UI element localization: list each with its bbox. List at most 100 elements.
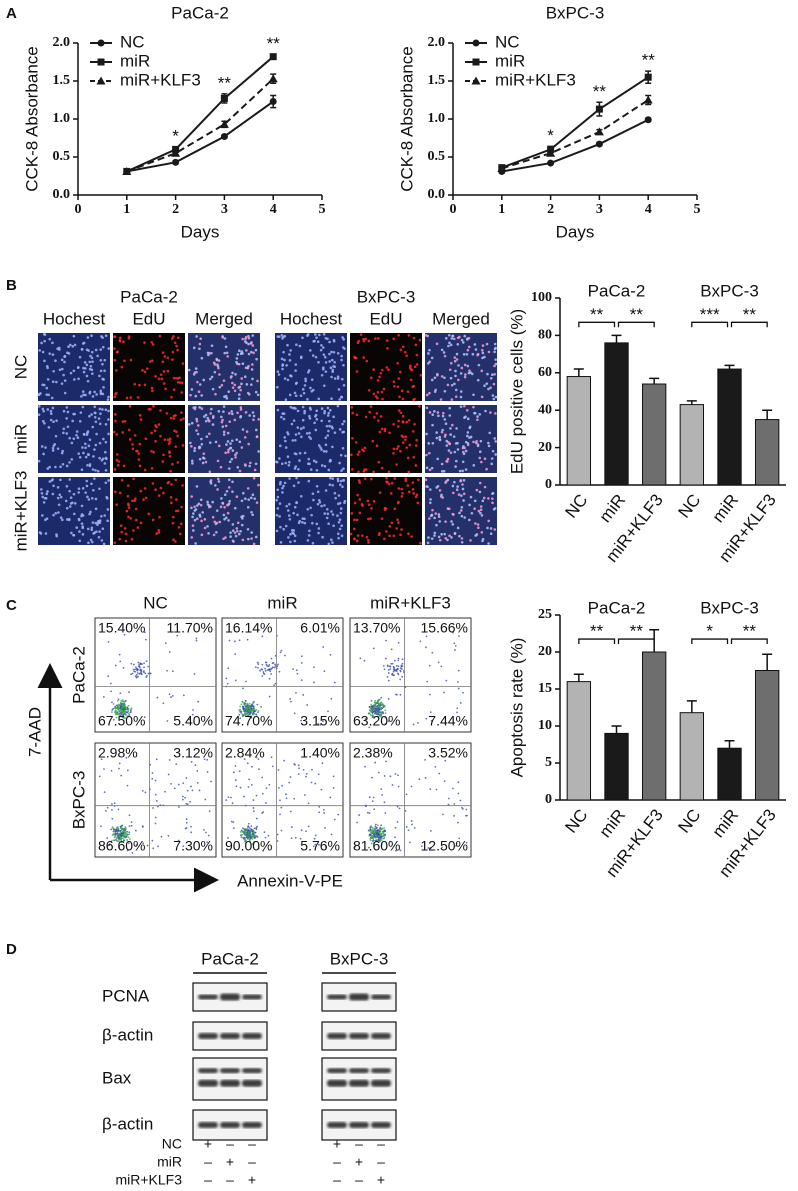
- micrograph: [275, 477, 347, 545]
- cell-dot: [244, 340, 247, 343]
- cell-dot: [89, 438, 92, 441]
- cell-dot: [190, 495, 193, 498]
- cell-dot: [281, 487, 284, 490]
- cell-dot: [308, 463, 311, 466]
- event-dot: [289, 698, 291, 700]
- marker: [596, 106, 603, 113]
- cell-dot: [209, 470, 212, 473]
- cell-dot: [226, 355, 229, 358]
- cell-dot: [323, 353, 326, 356]
- cell-dot: [71, 345, 74, 348]
- event-dot: [244, 828, 246, 830]
- cell-dot: [441, 463, 444, 466]
- event-dot: [277, 664, 279, 666]
- cell-dot: [425, 433, 428, 436]
- cell-dot: [298, 432, 301, 435]
- cell-dot: [245, 411, 248, 414]
- cell-dot: [330, 366, 333, 369]
- cell-dot: [321, 536, 324, 539]
- cell-dot: [237, 353, 240, 356]
- event-dot: [107, 675, 109, 677]
- cell-dot: [465, 441, 468, 444]
- cell-dot: [121, 479, 124, 482]
- cell-dot: [114, 413, 117, 416]
- cell-dot: [146, 367, 149, 370]
- event-dot: [172, 670, 174, 672]
- cell-dot: [63, 410, 66, 413]
- marker: [172, 159, 179, 166]
- cell-dot: [415, 344, 418, 347]
- event-dot: [156, 800, 158, 802]
- cell-dot: [224, 536, 227, 539]
- cell-dot: [425, 454, 428, 457]
- event-dot: [231, 821, 233, 823]
- cell-dot: [300, 394, 303, 397]
- cell-dot: [240, 377, 243, 380]
- event-dot: [413, 724, 415, 726]
- event-dot: [250, 825, 252, 827]
- cell-dot: [105, 408, 108, 411]
- event-dot: [398, 665, 400, 667]
- band: [220, 994, 240, 1001]
- cell-dot: [182, 444, 185, 447]
- cell-dot: [232, 529, 235, 532]
- cell-dot: [162, 351, 165, 354]
- cell-dot: [286, 344, 289, 347]
- band: [349, 1033, 369, 1039]
- cell-dot: [461, 470, 464, 473]
- cell-dot: [99, 359, 102, 362]
- cell-dot: [172, 417, 175, 420]
- cell-dot: [126, 510, 129, 513]
- cell-dot: [476, 354, 479, 357]
- annotation: *: [172, 127, 179, 146]
- cell-dot: [127, 504, 130, 507]
- cell-dot: [86, 464, 89, 467]
- cell-dot: [299, 452, 302, 455]
- cell-dot: [327, 414, 330, 417]
- cell-dot: [431, 467, 434, 470]
- event-dot: [323, 670, 325, 672]
- cell-dot: [67, 425, 70, 428]
- cell-dot: [478, 364, 481, 367]
- cell-dot: [174, 445, 177, 448]
- event-dot: [256, 795, 258, 797]
- cell-dot: [472, 393, 475, 396]
- cell-dot: [343, 347, 346, 350]
- cell-dot: [84, 446, 87, 449]
- legend-label: NC: [120, 32, 145, 51]
- cell-dot: [277, 507, 280, 510]
- cell-dot: [83, 371, 86, 374]
- event-dot: [371, 700, 373, 702]
- event-dot: [372, 800, 374, 802]
- cell-dot: [213, 520, 216, 523]
- event-dot: [141, 673, 143, 675]
- bar: [718, 748, 741, 800]
- cell-dot: [321, 407, 324, 410]
- cell-dot: [217, 460, 220, 463]
- cell-dot: [88, 392, 91, 395]
- cell-dot: [91, 497, 94, 500]
- cell-dot: [287, 455, 290, 458]
- cell-dot: [159, 335, 162, 338]
- cell-dot: [444, 433, 447, 436]
- cell-dot: [251, 334, 254, 337]
- cell-dot: [91, 369, 94, 372]
- event-dot: [456, 707, 458, 709]
- sign: +: [333, 1136, 341, 1152]
- event-dot: [333, 787, 335, 789]
- cell-dot: [396, 448, 399, 451]
- cell-dot: [95, 498, 98, 501]
- cell-dot: [378, 376, 381, 379]
- cell-dot: [368, 411, 371, 414]
- micrograph: [425, 405, 497, 473]
- event-dot: [143, 662, 145, 664]
- cell-dot: [372, 368, 375, 371]
- cell-dot: [206, 525, 209, 528]
- cell-dot: [353, 518, 356, 521]
- event-dot: [169, 693, 171, 695]
- cell-dot: [191, 516, 194, 519]
- cell-dot: [277, 496, 280, 499]
- cell-dot: [495, 396, 498, 399]
- cell-dot: [125, 540, 128, 543]
- cell-dot: [281, 364, 284, 367]
